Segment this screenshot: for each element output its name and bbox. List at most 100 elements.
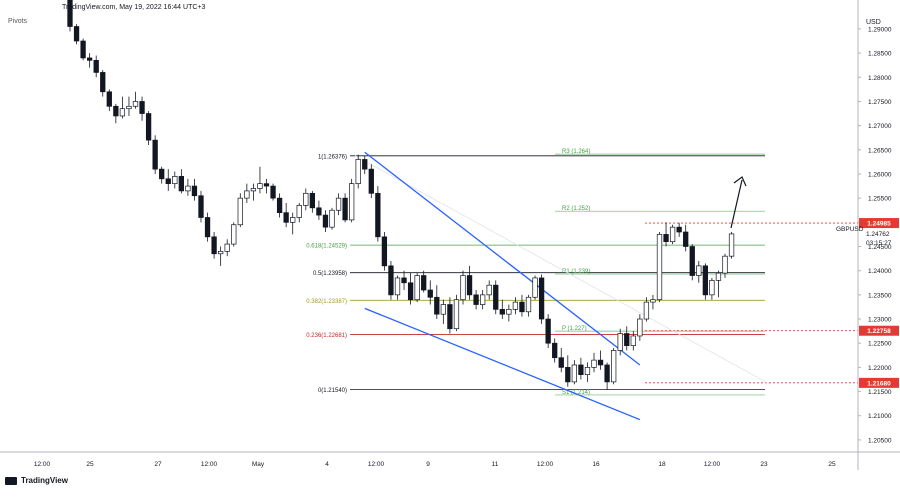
candle [683,224,689,252]
candle [610,348,617,385]
candle [597,350,604,370]
fib-level-label: 0.382(1.23387) [306,299,347,305]
candle-body-down [113,105,119,117]
indicator-label[interactable]: Pivots [8,18,28,25]
candle [106,89,112,112]
y-tick-label: 1.26000 [868,171,892,178]
candle-body-up [224,243,230,252]
candle [696,261,702,283]
candle-body-down [198,195,204,218]
price-tag-label: 1.24985 [867,221,891,228]
candle-body-down [519,301,525,313]
fib-level-label: 0.618(1.24529) [306,244,347,250]
price-tag-box [859,218,899,229]
candle [349,178,355,223]
candle-body-up [303,192,309,206]
candle [388,261,394,300]
candle [139,96,145,121]
candle [113,103,119,124]
tradingview-logo-icon [5,476,17,485]
candle [172,171,178,189]
candle [224,239,230,257]
x-tick-label: 25 [86,461,94,468]
candle-body-up [355,159,361,184]
candle-body-up [349,183,355,221]
time-axis: 12:00 25 27 12:00 May 4 12:00 9 11 12:00 16 18 12:00… [0,451,900,468]
candle [132,91,139,109]
candle-body-down [263,183,270,187]
candle-body-up [218,250,224,255]
candle-body-down [309,192,315,209]
candle-body-down [447,304,453,330]
up-arrow-head [733,176,747,187]
x-tick-label: 12:00 [201,461,218,468]
candle-body-up [119,108,126,117]
candle-body-up [486,284,492,296]
candle [669,224,676,245]
pivot-level-label: R1 (1.239) [562,269,590,275]
pivot-level-label: P (1.227) [562,326,587,332]
lower-wedge-trendline [364,307,641,421]
trendline-layer [354,151,771,421]
candle-body-up [132,101,139,107]
candle-body-up [231,224,237,245]
y-tick-label: 1.24500 [868,244,892,251]
candle [434,285,440,320]
brand-logo[interactable]: TradingView [5,476,68,485]
candle-body-down [322,214,329,228]
candle [329,207,335,230]
candle [335,193,342,216]
y-tick-label: 1.24000 [868,268,892,275]
candle [401,270,407,291]
x-tick-label: 12:00 [704,461,721,468]
candle [283,202,289,228]
candle [80,38,86,61]
y-tick-label: 1.29000 [868,26,892,33]
candle [250,183,257,201]
candle [191,178,198,201]
candle-body-down [545,318,551,344]
candle [355,154,361,189]
candle [145,111,152,145]
candle-body-up [126,105,132,110]
annotation-layer [730,176,747,229]
candle [152,135,158,174]
y-tick-label: 1.22500 [868,341,892,348]
candle-body-down [362,159,368,170]
candle-body-down [381,236,388,267]
candle [676,222,682,237]
candle [709,277,715,300]
candle-body-up [696,265,702,276]
candle [290,212,296,235]
candle-body-down [624,333,630,346]
candle-body-down [538,277,545,320]
candle-body-up [630,335,636,346]
candle-body-down [473,294,479,305]
candle [637,314,643,341]
x-tick-label: 23 [760,461,768,468]
y-tick-label: 1.21500 [868,389,892,396]
candle [656,232,663,303]
candle-body-up [185,185,191,192]
candle-body-down [93,60,99,73]
candle-body-down [427,289,433,298]
candle [316,200,322,220]
y-tick-label: 1.26500 [868,147,892,154]
candle [270,183,276,201]
candle-body-up [414,275,420,301]
candle [368,164,374,199]
currency-label: USD [866,19,881,26]
candle [591,352,597,373]
candle [525,294,532,317]
candle [93,55,99,78]
candle-body-down [407,282,414,301]
candle-body-down [565,367,571,383]
candle-body-down [178,176,185,192]
candle-body-up [571,364,577,383]
candle-body-down [368,168,374,194]
candle-body-up [591,359,597,368]
candle-body-down [152,139,158,170]
candle [231,222,237,247]
candle-body-down [683,231,689,247]
